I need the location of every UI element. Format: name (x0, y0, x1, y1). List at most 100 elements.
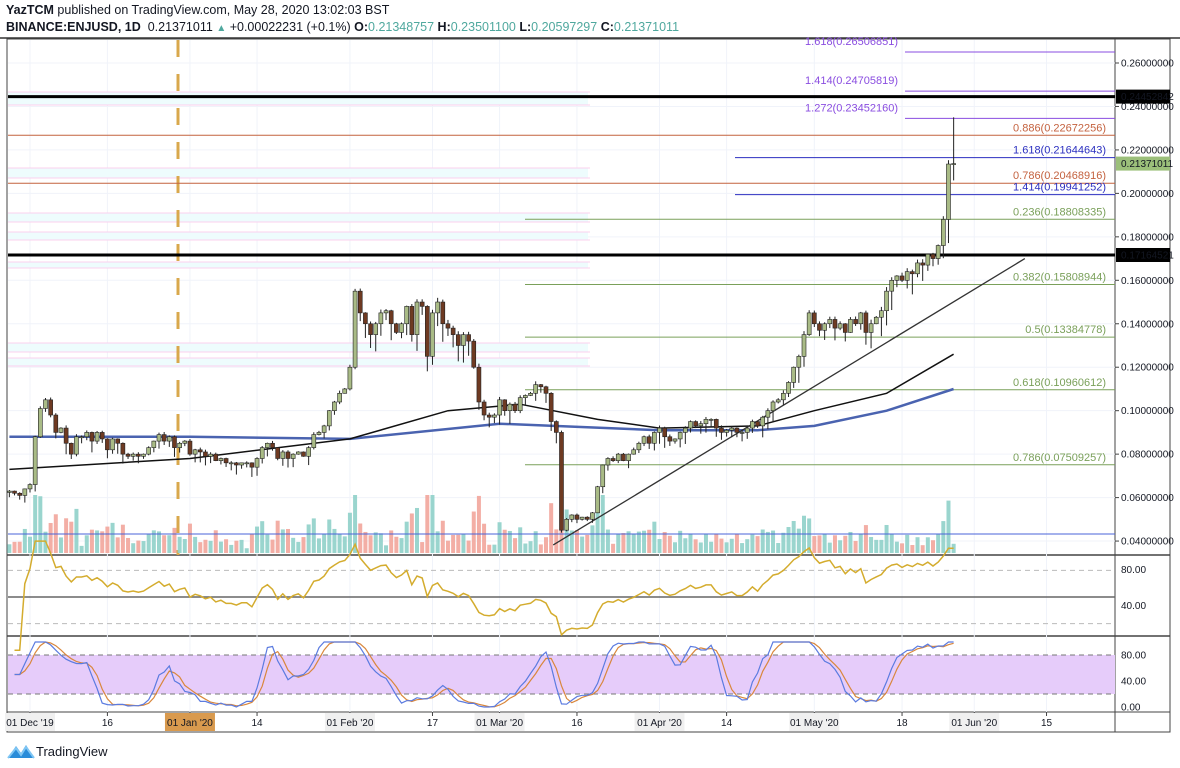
candle (53, 413, 59, 439)
time-axis-label: 01 Mar '20 (476, 718, 523, 729)
chart-frame (6, 38, 1171, 733)
candle-body (373, 323, 379, 335)
volume-bar (22, 528, 27, 553)
ascending-trendline (552, 258, 1026, 546)
candle-body (775, 399, 781, 403)
volume-bar (905, 534, 910, 553)
candle (584, 516, 590, 522)
time-label-bg (474, 713, 525, 731)
candle (930, 252, 936, 267)
volume-bar (874, 539, 879, 553)
candle-body (517, 397, 523, 411)
volume-bar (585, 534, 590, 553)
price-chart[interactable]: 1.618(0.26506851) 1.414(0.24705819) 1.272(… (0, 0, 1180, 740)
candle (868, 319, 874, 349)
candle-body (693, 421, 698, 427)
price-axis-label: 0.08000000 (1121, 450, 1174, 461)
volume-bar (719, 538, 724, 553)
volume-bar (394, 536, 399, 553)
candle-body (53, 414, 59, 433)
candle (734, 427, 740, 438)
candle-body (440, 301, 446, 325)
publisher-name[interactable]: YazTCM (6, 3, 54, 17)
candle (146, 446, 151, 456)
volume-bar (296, 541, 301, 553)
volume-bar (523, 543, 528, 553)
candle (667, 434, 673, 446)
candle (672, 438, 678, 444)
candle-body (507, 403, 513, 411)
volume-bar (652, 521, 657, 553)
candle (270, 440, 275, 451)
volume-bar (451, 534, 456, 553)
candle-body (12, 490, 17, 494)
volume-bar (703, 534, 708, 553)
candle (68, 442, 74, 459)
time-label-bg (949, 713, 1000, 731)
candle (569, 514, 575, 523)
candle (63, 425, 69, 455)
candle-body (528, 392, 533, 396)
candle (197, 447, 203, 463)
candle-body (476, 366, 482, 403)
candle-body (698, 423, 704, 427)
candle-body (156, 434, 162, 442)
volume-bar (89, 529, 94, 553)
volume-bar (28, 536, 32, 553)
volume-bar (182, 538, 187, 553)
volume-bar (827, 542, 832, 553)
time-axis-label: 15 (1041, 718, 1053, 729)
volume-bar (466, 540, 471, 553)
candle-body (471, 340, 477, 368)
candle-body (770, 401, 776, 411)
volume-bar (17, 541, 22, 553)
time-axis-label: 14 (721, 718, 733, 729)
candle-body (383, 310, 389, 314)
candle-body (79, 436, 84, 439)
candle-body (667, 436, 673, 442)
candle (683, 426, 688, 444)
candle (368, 321, 373, 348)
volume-bar (698, 542, 703, 553)
volume-bar (760, 529, 765, 553)
candle (920, 259, 925, 281)
candle-body (265, 442, 270, 448)
candle (559, 430, 564, 533)
volume-bar (776, 542, 781, 553)
volume-bar (420, 542, 425, 553)
volume-bar (48, 522, 53, 553)
candle-body (652, 432, 657, 444)
candle-body (388, 310, 394, 325)
volume-bar (301, 537, 306, 553)
tradingview-logo[interactable]: TradingView (6, 741, 108, 761)
volume-bar (910, 545, 915, 553)
candle (703, 416, 709, 433)
volume-bar (507, 530, 512, 553)
candle-body (842, 323, 848, 333)
candle-body (863, 312, 869, 333)
candle-body (796, 356, 802, 368)
candle (657, 425, 662, 444)
candle-body (399, 323, 404, 333)
candle-body (316, 432, 322, 435)
volume-bar (218, 541, 223, 553)
candle (383, 309, 389, 321)
volume-bar (724, 542, 729, 553)
volume-bar (384, 545, 389, 553)
candle (84, 430, 90, 441)
time-axis-label: 01 May '20 (790, 718, 839, 729)
open-label: O: (354, 20, 369, 34)
candle-body (848, 319, 853, 333)
candle-body (270, 442, 275, 448)
candle (610, 456, 616, 462)
candle (750, 419, 755, 433)
volume-bar (951, 543, 956, 553)
candle-body (404, 306, 409, 325)
candle (363, 312, 368, 338)
candle (910, 269, 915, 295)
fib-level-label: 0.886(0.22672256) (1013, 122, 1106, 134)
price-change: +0.00022231 (+0.1%) (229, 20, 351, 34)
candle-body (326, 410, 332, 427)
volume-bar (611, 543, 616, 553)
volume-bar (58, 537, 63, 553)
